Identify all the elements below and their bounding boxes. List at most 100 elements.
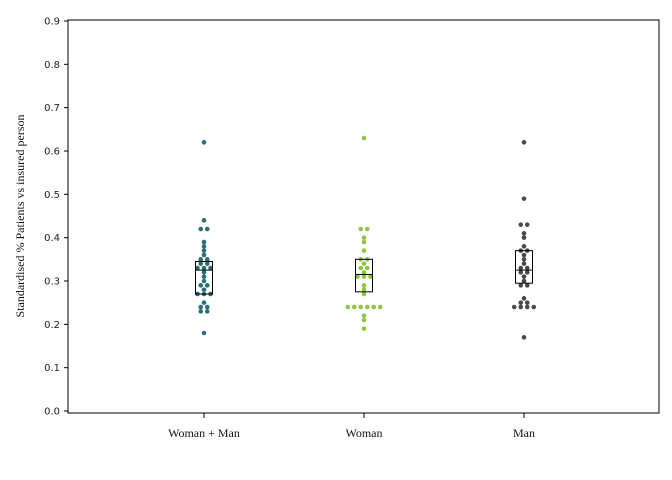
data-point <box>368 274 373 279</box>
data-point <box>204 283 210 288</box>
data-point <box>361 135 367 141</box>
data-point <box>358 304 364 310</box>
plot-area <box>67 19 660 414</box>
data-point <box>531 304 537 310</box>
data-point <box>377 304 383 310</box>
data-point <box>195 265 200 271</box>
data-point <box>204 257 210 262</box>
data-point <box>361 274 367 279</box>
data-point <box>518 270 524 275</box>
chart-marks <box>195 135 537 340</box>
data-point <box>524 265 530 271</box>
data-point <box>198 261 204 266</box>
data-point <box>361 248 367 253</box>
series-group <box>195 140 213 336</box>
data-point <box>524 300 530 305</box>
data-point <box>518 304 524 310</box>
data-point <box>524 304 530 310</box>
data-point <box>521 244 527 249</box>
data-point <box>518 222 524 227</box>
data-point <box>521 140 527 145</box>
data-point <box>361 326 367 331</box>
data-point <box>198 309 204 314</box>
data-point <box>201 270 207 275</box>
data-point <box>524 270 530 275</box>
data-point <box>208 265 213 271</box>
data-point <box>364 265 370 271</box>
data-point <box>518 265 524 271</box>
data-point <box>521 196 527 201</box>
y-tick-label: 0.8 <box>44 60 60 71</box>
data-point <box>355 274 360 279</box>
data-point <box>201 278 207 284</box>
data-point <box>521 335 527 340</box>
y-axis-title: Standardised % Patients vs insured perso… <box>13 115 27 318</box>
y-tick-label: 0.3 <box>44 277 60 288</box>
y-tick-label: 0.5 <box>44 190 60 201</box>
data-point <box>521 274 527 279</box>
series-group <box>511 140 537 340</box>
data-point <box>358 265 364 271</box>
box-iqr <box>195 261 213 295</box>
data-point <box>198 304 204 310</box>
data-point <box>201 287 207 292</box>
box-iqr <box>515 250 533 284</box>
data-point <box>351 304 357 310</box>
data-point <box>201 140 207 145</box>
data-point <box>361 235 367 240</box>
data-point <box>511 304 517 310</box>
data-point <box>524 283 530 288</box>
data-point <box>201 248 207 253</box>
data-point <box>198 257 204 262</box>
data-point <box>201 300 207 305</box>
y-tick-label: 0.2 <box>44 320 60 331</box>
data-point <box>524 222 530 227</box>
data-point <box>204 304 210 310</box>
y-tick-label: 0.4 <box>44 233 60 244</box>
data-point <box>201 244 207 249</box>
data-point <box>361 261 367 266</box>
data-point <box>361 291 367 297</box>
data-point <box>521 261 527 266</box>
data-point <box>204 226 210 232</box>
data-point <box>364 226 370 232</box>
data-point <box>204 261 210 266</box>
data-point <box>201 265 207 271</box>
data-point <box>521 278 527 284</box>
data-point <box>201 330 207 336</box>
data-point <box>521 257 527 262</box>
box-iqr <box>355 258 373 293</box>
data-point <box>201 239 207 245</box>
data-point <box>361 270 367 275</box>
y-tick-label: 0.0 <box>44 407 60 418</box>
y-tick-label: 0.1 <box>44 363 60 374</box>
x-tick-label: Woman + Man <box>168 426 240 440</box>
data-point <box>201 274 207 279</box>
data-point <box>521 231 527 236</box>
data-point <box>361 313 367 318</box>
data-point <box>518 300 524 305</box>
series-group <box>345 135 383 331</box>
data-point <box>358 226 364 232</box>
data-point <box>361 239 367 245</box>
data-point <box>201 252 207 258</box>
data-point <box>361 317 367 323</box>
data-point <box>521 296 527 301</box>
x-tick-label: Man <box>513 426 535 440</box>
data-point <box>198 283 204 288</box>
y-tick-label: 0.9 <box>44 17 60 28</box>
data-point <box>521 252 527 258</box>
data-point <box>361 283 367 288</box>
data-point <box>521 235 527 240</box>
data-point <box>518 283 524 288</box>
x-axis: Woman + Man Woman Man <box>168 413 535 440</box>
y-axis: 0.0 0.1 0.2 0.3 0.4 0.5 0.6 0.7 0.8 0.9 <box>44 17 68 418</box>
data-point <box>345 304 351 310</box>
y-tick-label: 0.6 <box>44 147 60 158</box>
x-tick-label: Woman <box>345 426 382 440</box>
data-point <box>361 287 367 292</box>
data-point <box>364 304 370 310</box>
data-point <box>201 218 207 223</box>
y-tick-label: 0.7 <box>44 103 60 114</box>
